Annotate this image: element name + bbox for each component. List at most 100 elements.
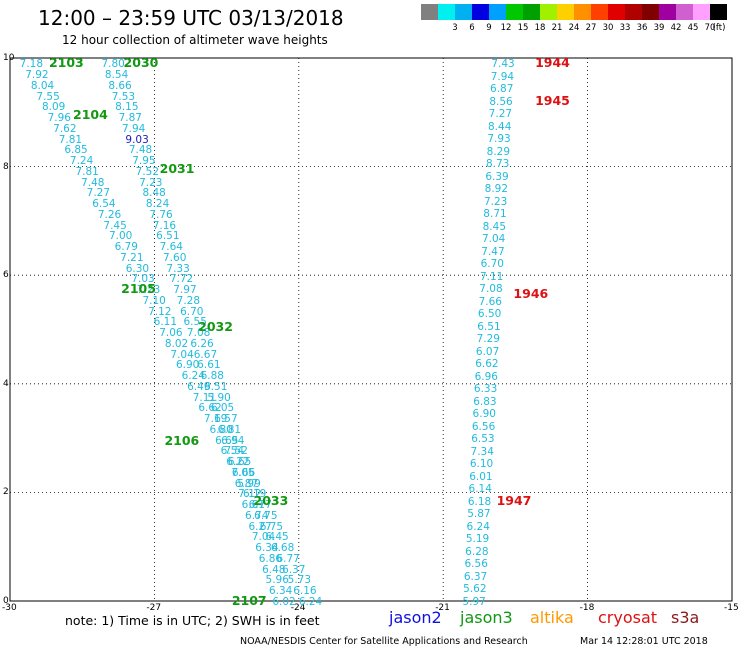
wave-height-value: 6.28 xyxy=(465,545,489,558)
wave-height-value: 6.77 xyxy=(248,499,272,512)
colorbar-label: 6 xyxy=(469,23,475,33)
wave-height-value: 6.61 xyxy=(241,499,265,512)
wave-height-value: 7.47 xyxy=(481,245,505,258)
wave-height-value: 7.26 xyxy=(97,208,122,221)
wave-height-value: 7.04 xyxy=(481,233,506,246)
wave-height-value: 8.02 xyxy=(164,337,189,350)
wave-height-value: 6.66 xyxy=(231,466,256,479)
wave-height-value: 6.30 xyxy=(125,262,150,275)
wave-height-value: 8.09 xyxy=(41,101,66,114)
wave-height-value: 9.03 xyxy=(125,133,149,146)
wave-height-value: 6.62 xyxy=(475,358,499,371)
colorbar-swatch xyxy=(710,4,727,20)
wave-height-value: 7.23 xyxy=(483,195,508,208)
wave-height-value: 6.83 xyxy=(473,395,497,408)
wave-height-value: 7.12 xyxy=(148,305,172,318)
wave-height-value: 6.18 xyxy=(467,495,492,508)
colorbar-label: 12 xyxy=(500,23,512,33)
wave-height-value: 6.22 xyxy=(226,456,250,469)
colorbar-swatch xyxy=(557,4,574,20)
wave-height-value: 5.73 xyxy=(287,574,312,587)
wave-height-value: 6.16 xyxy=(293,585,317,598)
wave-height-value: 5.99 xyxy=(237,477,261,490)
wave-height-value: 6.49 xyxy=(187,380,211,393)
page-subtitle: 12 hour collection of altimeter wave hei… xyxy=(62,33,328,47)
pass-label: 2103 xyxy=(48,55,84,71)
wave-height-value: 8.92 xyxy=(484,183,509,196)
wave-height-value: 6.34 xyxy=(255,542,279,555)
colorbar-swatch xyxy=(421,4,438,20)
wave-height-value: 6.57 xyxy=(214,413,238,426)
wave-height-value: 6.48 xyxy=(262,563,286,576)
wave-height-value: 7.52 xyxy=(135,165,160,178)
y-tick-label: 4 xyxy=(3,378,9,389)
colorbar-label: 36 xyxy=(636,23,648,33)
plot-border xyxy=(9,57,733,602)
wave-height-value: 7.23 xyxy=(136,284,161,297)
wave-height-value: 7.66 xyxy=(478,295,502,308)
wave-height-value: 7.06 xyxy=(159,327,183,340)
wave-height-value: 7.62 xyxy=(53,122,77,135)
colorbar-swatch xyxy=(489,4,506,20)
wave-height-value: 6.90 xyxy=(175,359,200,372)
wave-height-value: 6.87 xyxy=(234,477,259,490)
wave-height-value: 8.15 xyxy=(115,101,139,114)
wave-height-value: 6.65 xyxy=(215,434,239,447)
wave-height-value: 7.48 xyxy=(128,144,153,157)
x-tick-label: -18 xyxy=(579,603,595,613)
wave-height-value: 7.11 xyxy=(192,391,217,404)
colorbar-label: 33 xyxy=(619,23,631,33)
wave-height-value: 6.67 xyxy=(193,348,218,361)
wave-height-value: 7.34 xyxy=(470,445,494,458)
wave-height-value: 7.80 xyxy=(101,58,125,71)
wave-height-value: 7.12 xyxy=(238,488,262,501)
wave-height-value: 6.01 xyxy=(469,470,493,483)
wave-height-value: 6.96 xyxy=(474,370,498,383)
footer-note: note: 1) Time is in UTC; 2) SWH is in fe… xyxy=(65,613,320,628)
colorbar-swatch xyxy=(574,4,591,20)
wave-height-value: 6.34 xyxy=(268,585,293,598)
colorbar-swatch xyxy=(642,4,659,20)
legend-jason3: jason3 xyxy=(460,608,513,627)
pass-label: 2104 xyxy=(73,107,108,122)
wave-height-value: 6.51 xyxy=(156,230,180,243)
wave-height-value: 7.27 xyxy=(488,108,513,121)
pass-label: 2107 xyxy=(231,593,267,608)
wave-height-value: 6.05 xyxy=(210,402,235,415)
wave-height-value: 7.72 xyxy=(169,273,194,286)
wave-height-value: 7.60 xyxy=(163,251,187,264)
pass-label: 2033 xyxy=(253,492,289,508)
wave-height-value: 7.95 xyxy=(132,155,156,168)
wave-height-value: 5.90 xyxy=(207,391,231,404)
wave-height-value: 6.75 xyxy=(254,509,278,522)
wave-height-value: 6.65 xyxy=(227,456,252,469)
colorbar-swatch xyxy=(693,4,710,20)
x-tick-label: -30 xyxy=(2,603,17,613)
x-tick-label: -27 xyxy=(146,603,162,613)
pass-label: 1944 xyxy=(535,55,570,71)
colorbar-swatch xyxy=(438,4,455,20)
wave-height-value: 6.24 xyxy=(466,520,490,533)
wave-height-value: 7.19 xyxy=(203,413,228,426)
wave-height-value: 6.26 xyxy=(190,337,214,350)
pass-label: 2106 xyxy=(164,432,200,448)
wave-height-value: 6.51 xyxy=(477,320,501,333)
colorbar-swatch xyxy=(659,4,676,20)
colorbar-swatch xyxy=(608,4,625,20)
wave-height-value: 6.19 xyxy=(242,488,267,501)
wave-height-value: 6.80 xyxy=(209,423,233,436)
wave-height-value: 7.11 xyxy=(479,270,504,283)
y-tick-label: 2 xyxy=(3,487,9,498)
wave-height-value: 7.16 xyxy=(152,219,177,232)
x-tick-label: -21 xyxy=(435,603,450,613)
wave-height-value: 7.29 xyxy=(476,333,500,346)
generated-timestamp: Mar 14 12:28:01 UTC 2018 xyxy=(580,636,708,647)
wave-height-value: 6.56 xyxy=(471,420,496,433)
wave-height-value: 6.56 xyxy=(464,558,488,571)
wave-height-value: 6.54 xyxy=(220,445,245,458)
wave-height-value: 6.55 xyxy=(183,316,207,329)
wave-height-value: 6.51 xyxy=(204,380,228,393)
pass-label: 1946 xyxy=(513,286,549,302)
wave-height-value: 7.52 xyxy=(224,445,248,458)
